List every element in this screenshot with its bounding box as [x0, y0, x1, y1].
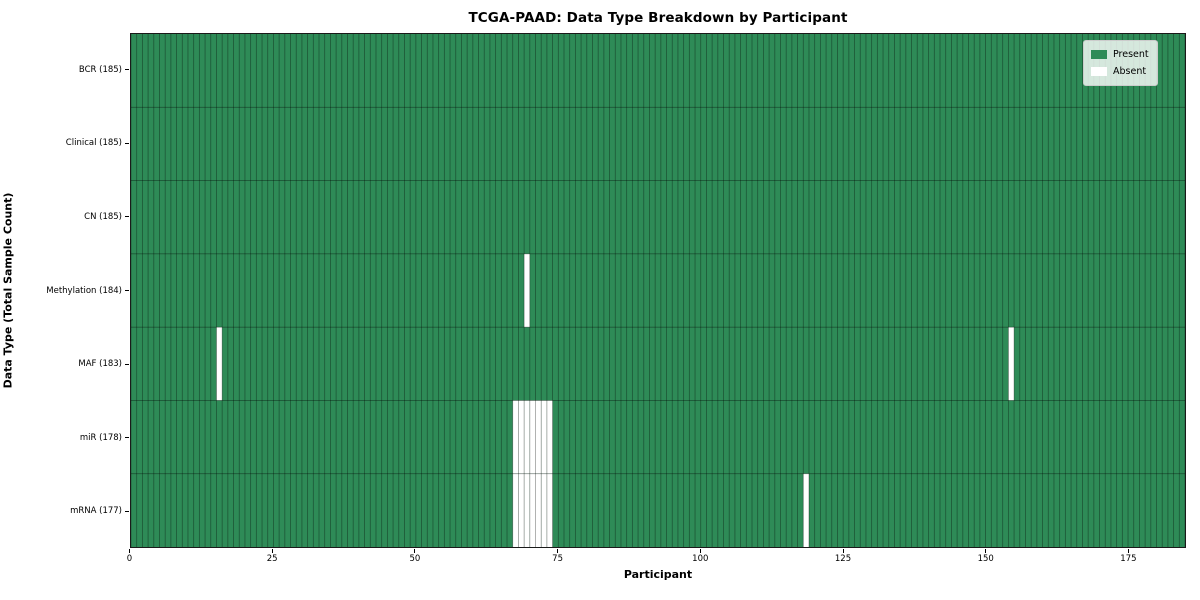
x-tick-label-125: 125 [834, 554, 852, 564]
heatmap-cells [130, 34, 1185, 547]
y-tick-label-BCR: BCR (185) [78, 64, 122, 75]
y-tick-mark-CN [125, 216, 129, 218]
y-axis-label: Data Type (Total Sample Count) [1, 192, 15, 389]
x-tick-label-50: 50 [409, 554, 421, 564]
x-tick-label-75: 75 [552, 554, 563, 564]
legend-swatch-absent [1091, 67, 1107, 76]
chart-title: TCGA-PAAD: Data Type Breakdown by Partic… [468, 10, 848, 26]
y-tick-label-mRNA: mRNA (177) [70, 506, 122, 517]
legend: Present Absent [1083, 40, 1158, 86]
absent-cell-miR-67 [512, 400, 518, 474]
absent-cell-miR-69 [523, 400, 530, 474]
x-tick-mark-0 [129, 549, 130, 553]
absent-cell-miR-70 [529, 400, 536, 474]
x-tick-mark-175 [1127, 549, 1129, 553]
x-axis-label: Participant [623, 568, 693, 581]
y-tick-label-miR: miR (178) [79, 432, 122, 443]
legend-label-absent: Absent [1113, 66, 1147, 77]
x-tick-label-0: 0 [126, 554, 133, 564]
present-cells-background [130, 34, 1185, 547]
absent-cell-mRNA-70 [529, 473, 536, 547]
absent-cell-mRNA-71 [535, 473, 541, 547]
absent-cell-mRNA-73 [546, 473, 553, 547]
x-tick-label-100: 100 [692, 554, 709, 564]
legend-label-present: Present [1113, 49, 1149, 60]
x-tick-label-25: 25 [266, 554, 278, 564]
y-tick-mark-BCR [125, 69, 129, 71]
x-tick-mark-75 [557, 549, 559, 553]
heatmap-plot [129, 33, 1186, 548]
x-tick-mark-50 [414, 549, 416, 553]
y-tick-label-Methylation: Methylation (184) [46, 285, 122, 296]
y-tick-mark-Clinical [125, 142, 129, 144]
y-tick-label-MAF: MAF (183) [78, 359, 122, 370]
absent-cell-mRNA-69 [523, 473, 530, 547]
y-tick-mark-miR [125, 437, 129, 439]
absent-cell-miR-68 [517, 400, 524, 474]
absent-cell-mRNA-68 [517, 473, 524, 547]
y-tick-mark-MAF [125, 363, 129, 365]
y-tick-label-CN: CN (185) [84, 211, 122, 222]
x-tick-label-150: 150 [977, 554, 994, 564]
x-tick-mark-100 [699, 549, 701, 553]
absent-cell-miR-71 [535, 400, 541, 474]
absent-cell-mRNA-118 [802, 473, 809, 547]
y-tick-mark-Methylation [125, 290, 129, 291]
x-tick-label-175: 175 [1120, 554, 1137, 564]
x-tick-mark-150 [985, 549, 987, 553]
legend-item-absent: Absent [1091, 63, 1149, 80]
absent-cell-Methylation-69 [523, 253, 530, 328]
legend-swatch-present [1091, 50, 1107, 59]
legend-item-present: Present [1091, 46, 1149, 63]
absent-cell-mRNA-72 [540, 473, 547, 547]
absent-cell-MAF-15 [215, 327, 222, 401]
absent-cell-mRNA-67 [512, 473, 518, 547]
x-tick-mark-125 [842, 549, 844, 553]
absent-cell-MAF-154 [1007, 327, 1014, 401]
y-tick-mark-mRNA [125, 510, 129, 512]
x-tick-mark-25 [271, 549, 273, 553]
y-tick-label-Clinical: Clinical (185) [65, 138, 122, 149]
absent-cell-miR-72 [540, 400, 547, 474]
absent-cell-miR-73 [546, 400, 553, 474]
